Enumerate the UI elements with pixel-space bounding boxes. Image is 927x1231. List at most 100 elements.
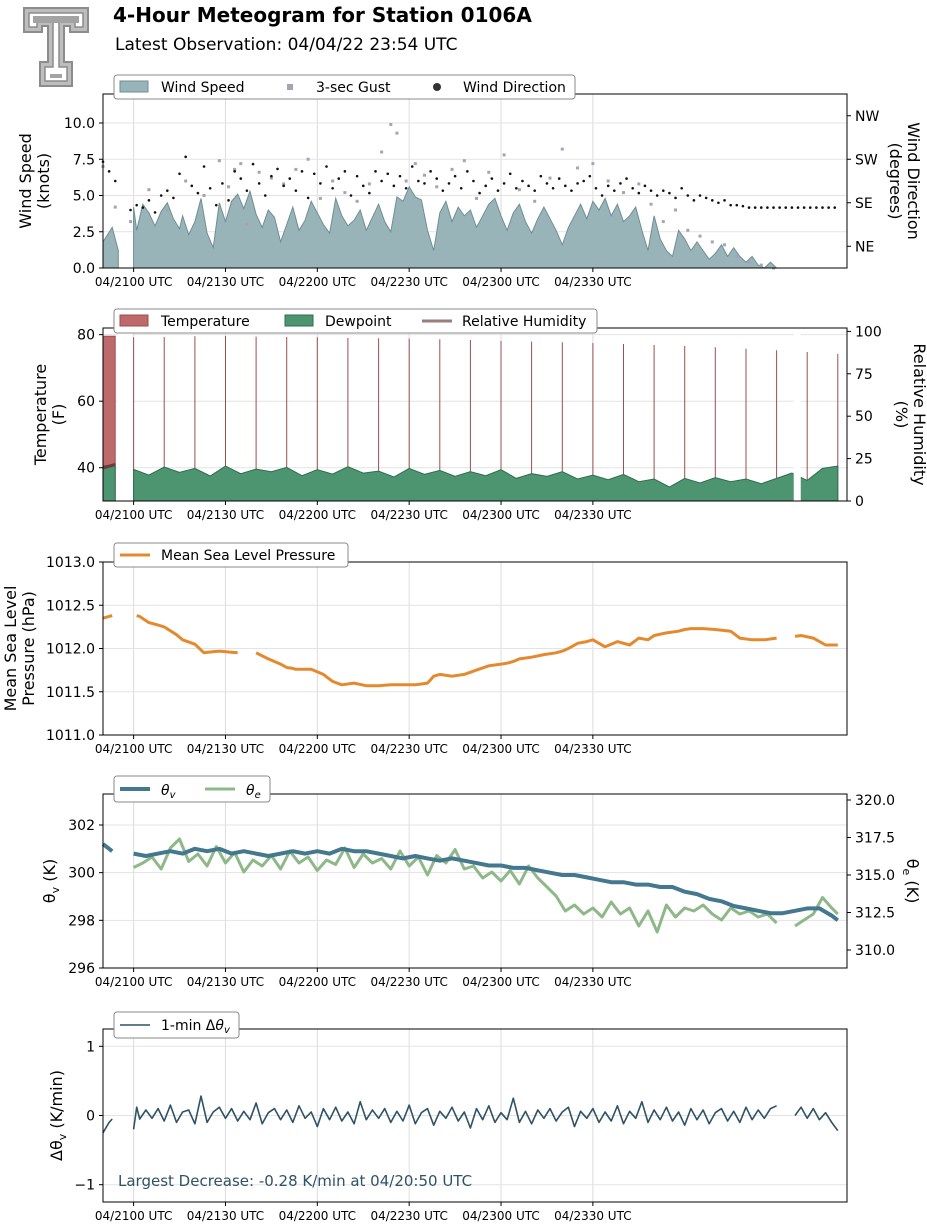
direction-marker bbox=[165, 189, 169, 192]
legend-box bbox=[113, 1011, 240, 1039]
y-tick-label: 302 bbox=[68, 818, 95, 834]
pressure-line bbox=[255, 627, 777, 688]
direction-marker bbox=[710, 199, 714, 202]
x-tick-label: 04/2200 UTC bbox=[279, 508, 356, 522]
x-tick-label: 04/2100 UTC bbox=[95, 508, 172, 522]
gust-marker bbox=[355, 199, 359, 203]
direction-marker bbox=[129, 208, 132, 212]
x-tick-label: 04/2100 UTC bbox=[95, 275, 172, 289]
direction-marker bbox=[257, 182, 261, 185]
gust-marker bbox=[649, 202, 653, 206]
axis-label: Relative Humidity(%) bbox=[892, 343, 927, 485]
gust-marker bbox=[533, 199, 537, 203]
direction-marker bbox=[233, 170, 236, 173]
page-title: 4-Hour Meteogram for Station 0106A bbox=[113, 3, 532, 27]
legend-box bbox=[113, 308, 598, 334]
x-tick-label: 04/2300 UTC bbox=[462, 1209, 539, 1223]
pressure-line bbox=[102, 614, 113, 620]
y2-tick-label: NW bbox=[855, 109, 879, 125]
direction-marker bbox=[533, 189, 537, 192]
direction-marker bbox=[294, 189, 298, 192]
x-tick-label: 04/2100 UTC bbox=[95, 975, 172, 989]
direction-marker bbox=[184, 155, 187, 159]
gust-marker bbox=[202, 194, 206, 197]
direction-marker bbox=[107, 170, 111, 173]
direction-marker bbox=[276, 167, 279, 171]
direction-marker bbox=[147, 199, 151, 202]
y2-tick-label: SE bbox=[855, 196, 873, 212]
direction-marker bbox=[429, 170, 432, 173]
x-tick-label: 04/2300 UTC bbox=[462, 275, 539, 289]
direction-marker bbox=[637, 191, 641, 195]
direction-marker bbox=[729, 203, 732, 207]
legend-box bbox=[113, 74, 576, 100]
theta-v-line bbox=[101, 842, 114, 853]
direction-marker bbox=[753, 206, 757, 209]
y2-tick-label: 312.5 bbox=[855, 906, 895, 922]
legend-swatch-direction bbox=[433, 83, 441, 91]
direction-marker bbox=[815, 206, 818, 209]
theta-e-line bbox=[794, 896, 839, 928]
direction-marker bbox=[704, 196, 708, 200]
direction-marker bbox=[539, 174, 543, 178]
y-tick-label: −1 bbox=[74, 1178, 95, 1194]
gust-marker bbox=[747, 260, 751, 264]
direction-marker bbox=[227, 199, 230, 202]
y-tick-label: 7.5 bbox=[73, 152, 95, 168]
direction-marker bbox=[594, 186, 598, 190]
x-tick-label: 04/2130 UTC bbox=[187, 1209, 264, 1223]
direction-marker bbox=[263, 194, 267, 197]
direction-marker bbox=[606, 184, 610, 188]
gust-marker bbox=[239, 162, 243, 166]
direction-marker bbox=[239, 177, 243, 180]
direction-marker bbox=[515, 186, 518, 190]
x-tick-label: 04/2330 UTC bbox=[554, 975, 631, 989]
delta-theta-line bbox=[132, 1095, 777, 1130]
y-tick-label: 0 bbox=[86, 1109, 95, 1125]
gust-marker bbox=[548, 176, 552, 180]
y-tick-label: 1013.0 bbox=[46, 555, 95, 571]
direction-marker bbox=[251, 162, 255, 166]
wind-speed-area bbox=[133, 185, 838, 269]
delta-theta-line bbox=[102, 1118, 113, 1134]
y-tick-label: 60 bbox=[77, 394, 95, 410]
direction-marker bbox=[202, 165, 206, 168]
x-tick-label: 04/2230 UTC bbox=[370, 1209, 447, 1223]
direction-marker bbox=[821, 206, 824, 209]
theta-e-line bbox=[132, 837, 778, 934]
gust-marker bbox=[606, 179, 610, 183]
y2-tick-label: 320.0 bbox=[855, 793, 895, 809]
y-tick-label: 80 bbox=[77, 328, 95, 344]
direction-marker bbox=[214, 203, 218, 207]
direction-marker bbox=[766, 206, 769, 209]
direction-marker bbox=[441, 189, 445, 192]
direction-marker bbox=[361, 184, 365, 188]
legend-swatch-dewpoint bbox=[284, 314, 314, 327]
direction-marker bbox=[564, 184, 567, 188]
dewpoint-area bbox=[133, 465, 839, 502]
direction-marker bbox=[674, 196, 677, 200]
direction-marker bbox=[649, 189, 653, 192]
y2-tick-label: 25 bbox=[855, 452, 873, 468]
direction-marker bbox=[386, 172, 390, 176]
direction-marker bbox=[288, 177, 292, 180]
pressure-line bbox=[794, 634, 838, 647]
x-tick-label: 04/2130 UTC bbox=[187, 742, 264, 756]
direction-marker bbox=[496, 189, 500, 192]
gust-marker bbox=[413, 162, 417, 166]
gust-marker bbox=[217, 159, 221, 163]
y-tick-label: 1011.0 bbox=[46, 728, 95, 744]
direction-marker bbox=[374, 170, 377, 173]
direction-marker bbox=[680, 186, 683, 190]
direction-marker bbox=[404, 186, 408, 190]
gust-marker bbox=[661, 220, 665, 224]
legend-label-delta-theta: 1-min Δθv bbox=[161, 1018, 231, 1036]
direction-marker bbox=[600, 194, 604, 197]
direction-marker bbox=[717, 201, 720, 205]
direction-marker bbox=[453, 174, 457, 178]
x-tick-label: 04/2200 UTC bbox=[279, 742, 356, 756]
direction-marker bbox=[508, 172, 512, 176]
gust-marker bbox=[257, 170, 261, 174]
panel-2: 04/2100 UTC 04/2130 UTC 04/2200 UTC 04/2230… bbox=[31, 308, 927, 522]
x-tick-label: 04/2230 UTC bbox=[370, 275, 447, 289]
